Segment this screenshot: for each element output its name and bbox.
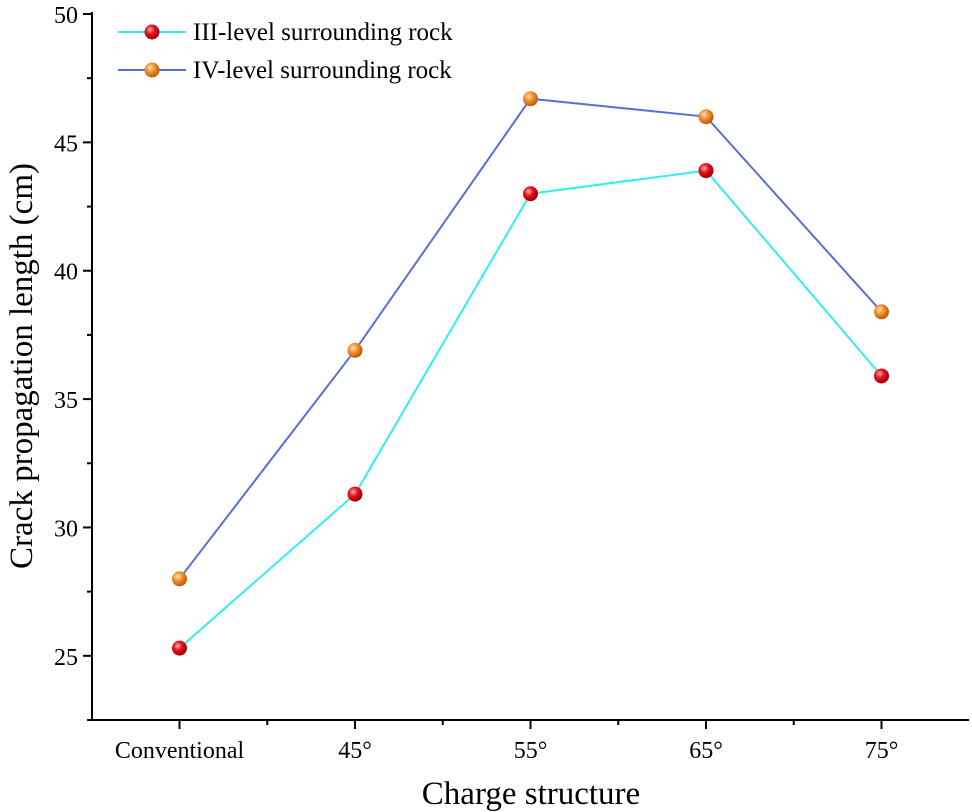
legend: III-level surrounding rock IV-level surro… — [118, 19, 453, 84]
legend-label: IV-level surrounding rock — [193, 57, 452, 84]
y-tick-label: 30 — [54, 516, 78, 542]
x-tick-label: 65° — [689, 738, 723, 764]
data-point — [698, 109, 714, 125]
y-axis-title: Crack propagation length (cm) — [4, 163, 40, 569]
legend-marker — [144, 62, 160, 78]
series-markers — [172, 91, 889, 587]
x-tick-label: 75° — [865, 738, 899, 764]
x-tick-label: 55° — [514, 738, 548, 764]
y-tick-label: 25 — [54, 645, 78, 671]
data-point — [347, 342, 363, 358]
y-tick-label: 40 — [54, 260, 78, 286]
data-point — [172, 640, 187, 656]
legend-label: III-level surrounding rock — [193, 19, 453, 46]
axes: 25 30 35 40 45 50 Conventional 45° 55° 65° 75° — [54, 3, 969, 764]
series-group — [178, 169, 883, 649]
series-line — [178, 169, 883, 649]
series-group — [178, 97, 883, 580]
data-point — [347, 486, 363, 502]
data-point — [523, 186, 538, 202]
y-tick-label: 50 — [54, 3, 78, 29]
data-point — [172, 571, 187, 587]
data-point — [523, 91, 538, 107]
y-tick-label: 45 — [54, 131, 78, 157]
data-point — [698, 163, 714, 179]
series-layer — [172, 91, 889, 656]
x-tick-label: 45° — [338, 738, 372, 764]
legend-marker — [144, 24, 160, 40]
series-line — [178, 97, 883, 580]
data-point — [874, 368, 889, 384]
data-point — [874, 304, 889, 320]
series-markers — [172, 163, 889, 656]
y-tick-label: 35 — [54, 388, 78, 414]
x-axis-title: Charge structure — [422, 776, 640, 812]
x-tick-label: Conventional — [115, 738, 245, 764]
